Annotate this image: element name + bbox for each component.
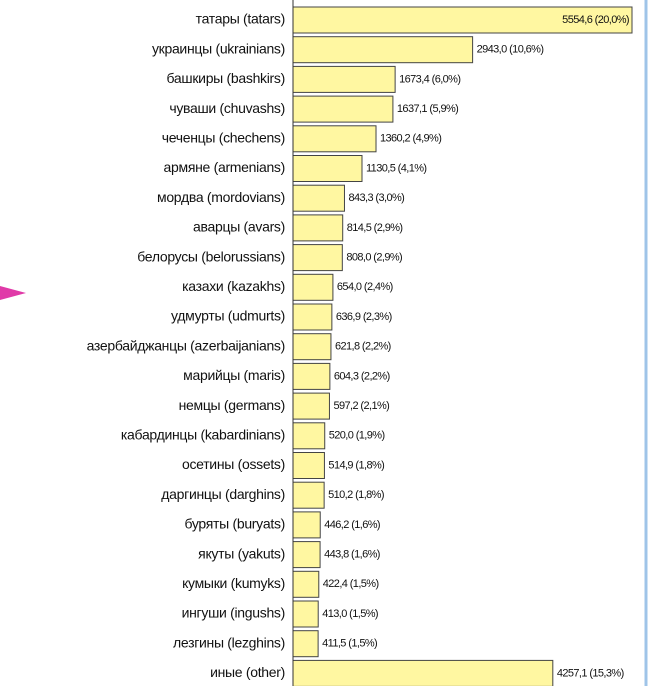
category-label: мордва (mordovians) (157, 189, 285, 205)
category-label: украинцы (ukrainians) (152, 40, 285, 56)
value-label: 422,4 (1,5%) (323, 578, 379, 590)
value-label: 597,2 (2,1%) (333, 400, 389, 412)
value-label: 4257,1 (15,3%) (557, 667, 624, 679)
bar (292, 214, 344, 242)
bar (292, 155, 363, 182)
bar (292, 511, 321, 539)
bar (292, 600, 319, 628)
category-label: азербайджанцы (azerbaijanians) (87, 337, 285, 353)
bar (292, 273, 334, 301)
value-label: 443,8 (1,6%) (324, 549, 380, 561)
bar (292, 481, 325, 509)
category-label: чуваши (chuvashs) (169, 100, 285, 116)
bar (292, 6, 633, 34)
pointer-arrow (0, 286, 26, 300)
bar (292, 125, 377, 153)
value-label: 5554,6 (20,0%) (562, 14, 629, 26)
bar (292, 422, 326, 450)
bar (292, 570, 320, 598)
category-label: якуты (yakuts) (198, 545, 285, 561)
bar (292, 303, 333, 331)
category-label: чеченцы (chechens) (162, 130, 285, 146)
bar (292, 659, 554, 686)
category-label: казахи (kazakhs) (182, 278, 285, 294)
category-label: ингуши (ingushs) (182, 605, 285, 621)
value-label: 1673,4 (6,0%) (399, 73, 460, 85)
category-label: белорусы (belorussians) (137, 248, 285, 264)
bar (292, 244, 343, 272)
category-label: лезгины (lezghins) (173, 634, 285, 650)
category-label: буряты (buryats) (184, 516, 285, 532)
value-label: 654,0 (2,4%) (337, 281, 393, 293)
category-label: немцы (germans) (179, 397, 285, 413)
bar (292, 452, 325, 479)
category-label: армяне (armenians) (164, 159, 285, 175)
value-label: 510,2 (1,8%) (328, 489, 384, 501)
value-label: 843,3 (3,0%) (348, 192, 404, 204)
value-label: 2943,0 (10,6%) (477, 44, 544, 56)
category-label: аварцы (avars) (193, 219, 285, 235)
value-label: 814,5 (2,9%) (347, 222, 403, 234)
bar (292, 65, 396, 93)
bar (292, 541, 321, 569)
value-label: 413,0 (1,5%) (322, 608, 378, 620)
category-label: татары (tatars) (196, 11, 285, 27)
bar (292, 630, 319, 658)
category-label: осетины (ossets) (182, 456, 285, 472)
value-label: 636,9 (2,3%) (336, 311, 392, 323)
category-label: иные (other) (210, 664, 285, 680)
bar (292, 362, 331, 390)
category-label: башкиры (bashkirs) (167, 70, 285, 86)
value-label: 1637,1 (5,9%) (397, 103, 458, 115)
value-label: 411,5 (1,5%) (322, 638, 377, 650)
category-label: кумыки (kumyks) (182, 575, 285, 591)
value-label: 514,9 (1,8%) (328, 459, 384, 471)
bar (292, 333, 332, 361)
value-label: 446,2 (1,6%) (324, 519, 380, 531)
category-label: кабардинцы (kabardinians) (121, 427, 285, 443)
value-label: 520,0 (1,9%) (329, 430, 385, 442)
value-label: 621,8 (2,2%) (335, 341, 391, 353)
category-label: марийцы (maris) (183, 367, 285, 383)
category-label: удмурты (udmurts) (171, 308, 285, 324)
bar (292, 184, 345, 212)
bar (292, 392, 330, 420)
category-label: даргинцы (darghins) (161, 486, 285, 502)
value-label: 1360,2 (4,9%) (380, 133, 441, 145)
bar (292, 95, 394, 123)
bar (292, 36, 474, 64)
value-label: 808,0 (2,9%) (346, 252, 402, 264)
value-label: 604,3 (2,2%) (334, 370, 390, 382)
value-label: 1130,5 (4,1%) (366, 162, 426, 174)
